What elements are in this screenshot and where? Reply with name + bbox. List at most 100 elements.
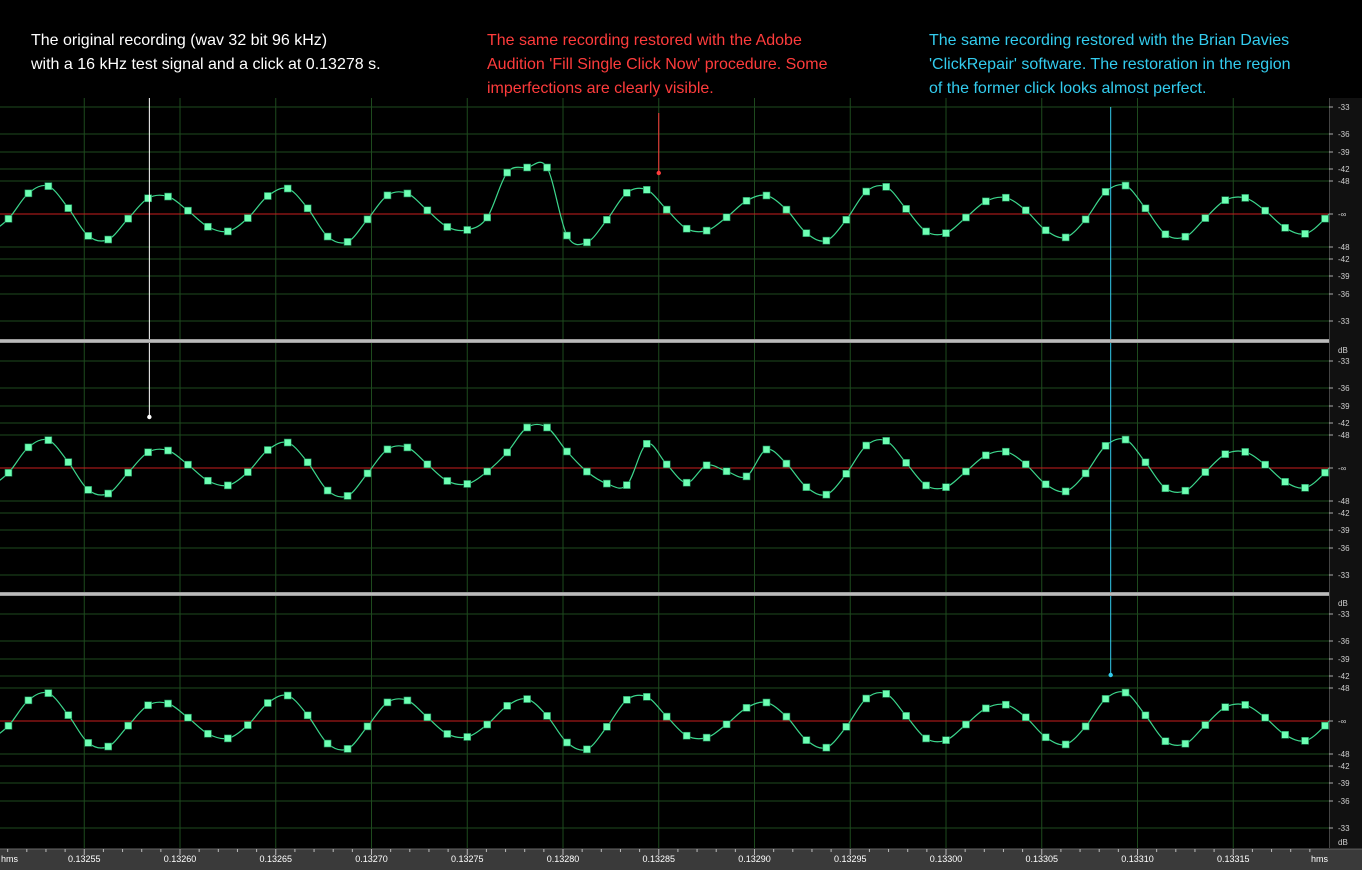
sample-point[interactable]	[303, 711, 312, 720]
sample-point[interactable]	[1201, 214, 1210, 222]
sample-point[interactable]	[882, 183, 890, 191]
sample-point[interactable]	[742, 704, 751, 712]
sample-point[interactable]	[682, 478, 691, 487]
sample-point[interactable]	[184, 460, 192, 469]
sample-point[interactable]	[842, 723, 851, 731]
sample-point[interactable]	[642, 186, 651, 194]
sample-point[interactable]	[423, 460, 432, 469]
sample-point[interactable]	[204, 222, 212, 231]
sample-point[interactable]	[503, 702, 511, 710]
sample-point[interactable]	[383, 698, 392, 707]
sample-point[interactable]	[782, 459, 791, 468]
sample-point[interactable]	[84, 739, 93, 747]
sample-point[interactable]	[1002, 447, 1010, 456]
sample-point[interactable]	[184, 713, 192, 722]
sample-point[interactable]	[1181, 739, 1190, 748]
sample-point[interactable]	[1061, 740, 1070, 749]
sample-point[interactable]	[144, 448, 152, 457]
sample-point[interactable]	[1321, 468, 1329, 477]
sample-point[interactable]	[642, 440, 651, 448]
waveform-tracks[interactable]	[0, 161, 1345, 754]
sample-point[interactable]	[722, 467, 731, 476]
sample-point[interactable]	[403, 696, 412, 705]
sample-point[interactable]	[1021, 206, 1030, 215]
sample-point[interactable]	[942, 483, 950, 491]
sample-point[interactable]	[543, 423, 551, 432]
sample-point[interactable]	[1181, 232, 1190, 241]
sample-point[interactable]	[1121, 435, 1130, 444]
sample-point[interactable]	[583, 467, 591, 476]
sample-point[interactable]	[802, 229, 811, 237]
sample-point[interactable]	[323, 486, 332, 495]
sample-point[interactable]	[1261, 713, 1269, 722]
sample-point[interactable]	[44, 182, 53, 190]
sample-point[interactable]	[483, 213, 492, 222]
track-separators[interactable]	[0, 339, 1362, 596]
sample-point[interactable]	[802, 736, 811, 744]
sample-point[interactable]	[323, 232, 332, 241]
sample-point[interactable]	[1141, 458, 1150, 467]
sample-point[interactable]	[224, 227, 232, 236]
sample-point[interactable]	[1161, 484, 1170, 493]
sample-point[interactable]	[184, 206, 192, 215]
sample-point[interactable]	[1261, 460, 1269, 469]
sample-point[interactable]	[164, 192, 172, 201]
sample-point[interactable]	[1241, 194, 1250, 202]
sample-point[interactable]	[4, 469, 13, 477]
sample-point[interactable]	[902, 712, 910, 720]
sample-point[interactable]	[942, 229, 950, 237]
sample-point[interactable]	[244, 214, 252, 222]
sample-point[interactable]	[1021, 460, 1030, 469]
sample-point[interactable]	[1161, 737, 1170, 746]
sample-point[interactable]	[523, 163, 531, 172]
sample-point[interactable]	[1021, 713, 1030, 722]
sample-point[interactable]	[762, 191, 771, 200]
sample-point[interactable]	[164, 446, 172, 455]
sample-point[interactable]	[144, 701, 152, 710]
sample-point[interactable]	[244, 721, 252, 729]
sample-point[interactable]	[1101, 442, 1110, 450]
sample-point[interactable]	[722, 720, 731, 729]
sample-point[interactable]	[842, 470, 851, 478]
sample-point[interactable]	[762, 445, 771, 454]
sample-point[interactable]	[962, 720, 970, 729]
sample-point[interactable]	[224, 481, 232, 490]
sample-point[interactable]	[1161, 230, 1170, 239]
sample-point[interactable]	[1281, 731, 1289, 739]
sample-point[interactable]	[1041, 226, 1050, 235]
sample-point[interactable]	[862, 441, 871, 450]
sample-point[interactable]	[1041, 480, 1050, 489]
sample-point[interactable]	[164, 699, 172, 708]
sample-point[interactable]	[84, 232, 93, 240]
sample-point[interactable]	[263, 699, 272, 707]
sample-point[interactable]	[1221, 450, 1230, 458]
sample-point[interactable]	[1061, 233, 1070, 242]
sample-point[interactable]	[882, 690, 890, 698]
sample-point[interactable]	[124, 214, 132, 223]
sample-point[interactable]	[4, 215, 13, 223]
sample-point[interactable]	[403, 189, 412, 198]
sample-point[interactable]	[982, 451, 990, 460]
sample-point[interactable]	[503, 168, 511, 177]
sample-point[interactable]	[662, 460, 671, 469]
sample-point[interactable]	[862, 187, 871, 196]
sample-point[interactable]	[722, 213, 731, 222]
sample-point[interactable]	[1002, 700, 1010, 709]
sample-point[interactable]	[383, 191, 392, 200]
sample-point[interactable]	[682, 224, 691, 233]
sample-point[interactable]	[1141, 711, 1150, 720]
sample-point[interactable]	[782, 712, 791, 721]
sample-point[interactable]	[1101, 695, 1110, 703]
sample-point[interactable]	[1321, 214, 1329, 223]
sample-point[interactable]	[244, 468, 252, 476]
sample-point[interactable]	[463, 226, 472, 234]
sample-point[interactable]	[1321, 721, 1329, 730]
sample-point[interactable]	[563, 447, 571, 456]
sample-point[interactable]	[902, 205, 910, 213]
sample-point[interactable]	[124, 468, 132, 477]
sample-point[interactable]	[263, 446, 272, 454]
sample-point[interactable]	[443, 477, 452, 485]
sample-point[interactable]	[583, 238, 591, 247]
sample-point[interactable]	[363, 469, 372, 478]
sample-point[interactable]	[1081, 215, 1090, 224]
